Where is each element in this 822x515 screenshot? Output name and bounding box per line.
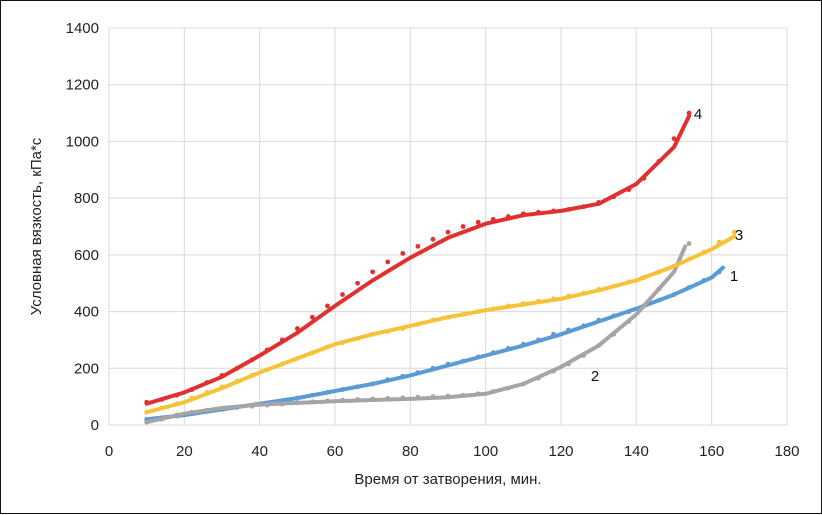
series-4-point [355,280,360,286]
y-axis-title: Условная вязкость, кПа*с [28,137,45,315]
y-tick-label: 0 [91,417,99,434]
series-4-point [400,251,406,256]
series-4-point [385,259,391,265]
series-4-point [445,229,451,235]
trend-lines [144,113,737,425]
y-tick-label: 1200 [66,77,99,94]
grid [108,27,788,426]
x-tick-label: 140 [624,443,649,460]
series-4-trendline [144,113,692,406]
x-tick-label: 60 [327,443,344,460]
series-4-point [415,243,421,249]
y-tick-label: 1000 [66,133,99,150]
x-axis-title: Время от затворения, мин. [354,471,541,488]
series-4-point [340,292,345,297]
x-tick-label: 40 [251,443,268,460]
x-tick-label: 160 [699,443,724,460]
series-4-point [475,219,481,225]
x-tick-label: 120 [548,443,573,460]
series-2-point [686,241,692,246]
series-4-point [430,236,436,242]
x-tick-label: 100 [473,443,498,460]
series-4-point [325,303,330,309]
y-tick-label: 400 [74,304,99,321]
tick-labels: 0 200 400 600 800 1000 1200 1400 0 20 40 60 80 100 120… [66,20,800,460]
series-label-4: 4 [694,106,702,123]
x-tick-label: 0 [105,443,113,460]
series-4-point [370,269,376,275]
x-tick-label: 20 [176,443,193,460]
series-4-point [460,224,466,229]
series-label-2: 2 [591,368,599,385]
y-tick-label: 600 [74,247,99,264]
y-tick-label: 1400 [66,20,99,37]
series-label-3: 3 [735,227,743,244]
y-tick-label: 200 [74,360,99,377]
series-4-point [310,314,315,320]
series-4-point [671,136,677,141]
series-4-point [686,110,692,116]
y-tick-label: 800 [74,190,99,207]
series-3-point [731,229,737,235]
data-points [144,110,737,425]
series-label-1: 1 [730,268,738,285]
series-3-trendline [144,234,737,415]
x-tick-label: 180 [774,443,799,460]
x-tick-label: 80 [402,443,419,460]
series-labels: 1 2 3 4 [591,106,743,385]
series-2-trendline [144,244,688,425]
